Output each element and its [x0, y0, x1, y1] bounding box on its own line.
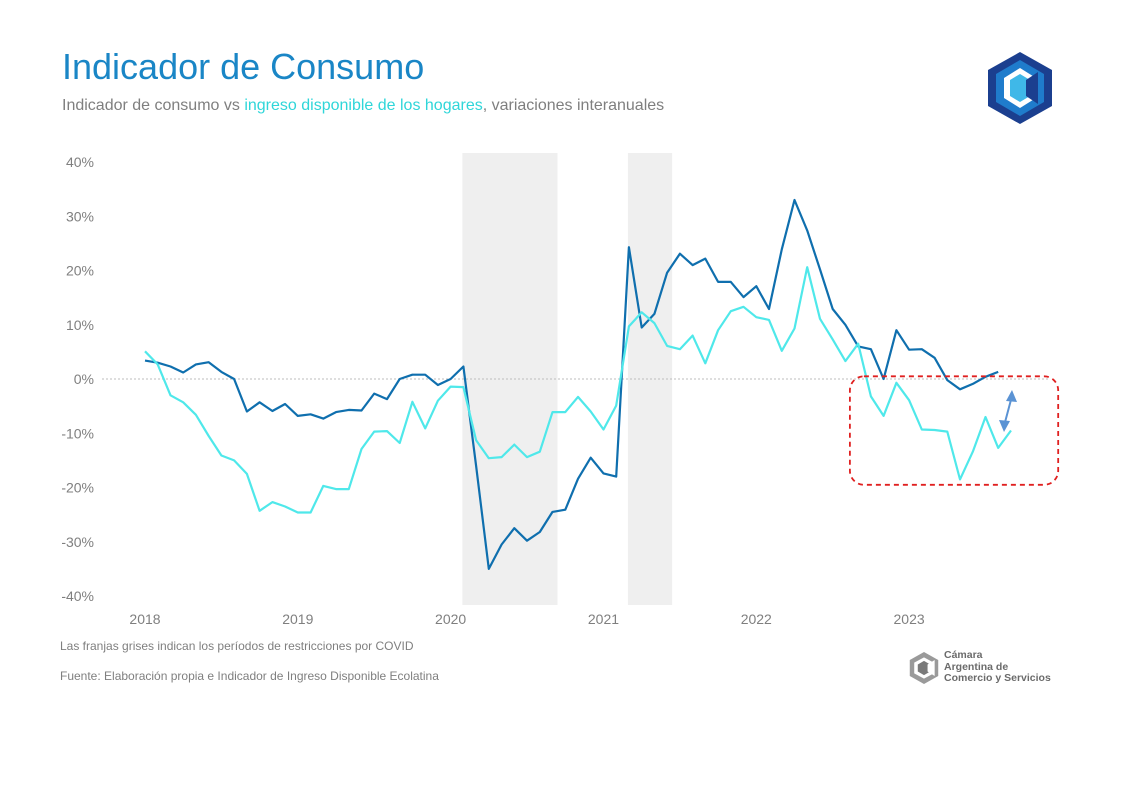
subtitle-prefix: Indicador de consumo vs	[62, 97, 245, 114]
subtitle-suffix: , variaciones interanuales	[482, 97, 665, 114]
chart-subtitle: Indicador de consumo vs ingreso disponib…	[62, 97, 664, 115]
x-tick-label: 2022	[741, 611, 772, 627]
x-tick-label: 2023	[894, 611, 925, 627]
gap-arrow-head-up	[1006, 390, 1017, 402]
y-tick-label: 20%	[66, 263, 94, 279]
y-tick-label: -30%	[61, 534, 94, 550]
covid-note: Las franjas grises indican los períodos …	[60, 639, 414, 653]
source-note: Fuente: Elaboración propia e Indicador d…	[60, 669, 439, 683]
series-line-ingreso	[144, 266, 1012, 514]
x-tick-label: 2021	[588, 611, 619, 627]
y-tick-label: -10%	[61, 425, 94, 441]
x-tick-label: 2018	[129, 611, 160, 627]
cac-line-2: Argentina de	[944, 660, 1009, 673]
y-tick-label: 0%	[74, 371, 94, 387]
cac-line-3: Comercio y Servicios	[944, 672, 1051, 684]
subtitle-highlight: ingreso disponible de los hogares	[244, 97, 483, 114]
page-title: Indicador de Consumo	[62, 46, 425, 87]
y-tick-label: 40%	[66, 154, 94, 170]
x-tick-label: 2020	[435, 611, 466, 627]
series-line-consumo	[144, 198, 999, 571]
gap-arrow-head-down	[999, 420, 1010, 432]
highlight-box	[848, 375, 1060, 486]
y-tick-label: -40%	[61, 588, 94, 604]
y-tick-label: 30%	[66, 208, 94, 224]
y-tick-label: -20%	[61, 480, 94, 496]
cac-hexagon-logo-icon	[988, 52, 1052, 124]
cac-wordmark: Cámara Argentina de Comercio y Servicios	[944, 649, 1051, 685]
y-tick-label: 10%	[66, 317, 94, 333]
cac-gray-logo-icon	[909, 652, 939, 684]
x-tick-label: 2019	[282, 611, 313, 627]
cac-line-1: Cámara	[944, 649, 983, 661]
